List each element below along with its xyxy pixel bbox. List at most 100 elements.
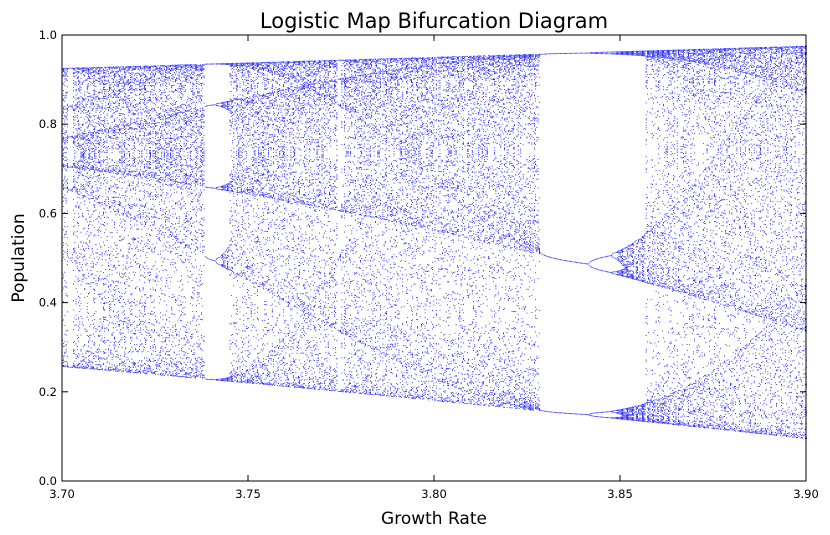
scatter-column (165, 65, 166, 375)
scatter-column (375, 58, 376, 395)
scatter-column (167, 64, 169, 377)
scatter-column (356, 59, 358, 393)
scatter-column (158, 66, 160, 371)
y-axis-label: Population (9, 213, 29, 302)
scatter-column (514, 54, 515, 408)
scatter-column (389, 58, 391, 396)
scatter-column (673, 49, 674, 425)
scatter-column (220, 63, 222, 381)
scatter-column (367, 58, 369, 395)
scatter-column (360, 59, 361, 394)
scatter-column (319, 60, 320, 390)
scatter-column (381, 58, 383, 396)
scatter-column (648, 50, 650, 423)
scatter-column (306, 60, 308, 389)
scatter-column (524, 54, 525, 410)
scatter-column (161, 65, 163, 376)
scatter-column (470, 55, 472, 405)
scatter-column (644, 50, 646, 422)
scatter-column (738, 47, 740, 432)
scatter-column (614, 51, 616, 419)
scatter-column (427, 57, 428, 400)
scatter-column (566, 52, 568, 414)
scatter-column (283, 61, 284, 387)
scatter-column (568, 52, 570, 414)
scatter-column (242, 62, 243, 383)
scatter-column (384, 59, 386, 393)
scatter-column (454, 56, 456, 403)
scatter-column (638, 50, 640, 422)
scatter-column (290, 62, 292, 384)
scatter-column (368, 58, 370, 395)
scatter-column (615, 51, 617, 420)
scatter-column (546, 53, 548, 412)
scatter-column (510, 54, 512, 409)
scatter-column (620, 51, 622, 420)
scatter-column (771, 46, 773, 435)
scatter-column (387, 58, 389, 396)
scatter-column (420, 58, 422, 397)
scatter-column (352, 59, 354, 393)
scatter-column (64, 67, 66, 368)
scatter-column (340, 59, 342, 392)
scatter-column (629, 51, 631, 421)
scatter-column (707, 48, 709, 429)
scatter-column (150, 66, 151, 372)
scatter-column (598, 51, 600, 418)
scatter-column (781, 47, 782, 435)
scatter-column (491, 55, 493, 406)
scatter-column (222, 63, 224, 382)
scatter-column (659, 50, 661, 424)
scatter-column (116, 66, 118, 372)
y-tick-label: 0.6 (39, 206, 57, 220)
scatter-column (146, 65, 148, 375)
scatter-column (622, 51, 623, 420)
scatter-column (124, 68, 125, 366)
scatter-column (555, 53, 556, 413)
scatter-column (225, 63, 227, 382)
scatter-column (716, 48, 718, 430)
scatter-column (300, 60, 302, 389)
scatter-column (517, 54, 519, 407)
scatter-column (201, 65, 202, 375)
scatter-column (649, 50, 651, 423)
scatter-column (276, 61, 278, 387)
scatter-column (178, 64, 180, 378)
scatter-column (453, 56, 455, 403)
scatter-column (520, 54, 522, 408)
scatter-column (129, 66, 130, 373)
scatter-column (440, 56, 442, 402)
scatter-column (784, 46, 786, 436)
scatter-column (172, 64, 174, 377)
scatter-column (783, 46, 785, 436)
scatter-column (391, 58, 392, 397)
scatter-column (736, 48, 738, 430)
scatter-column (726, 48, 728, 431)
scatter-column (634, 50, 636, 421)
scatter-column (331, 59, 333, 392)
scatter-column (570, 52, 571, 415)
scatter-column (479, 55, 481, 406)
scatter-column (556, 53, 558, 413)
scatter-column (798, 46, 800, 437)
scatter-column (700, 48, 702, 428)
scatter-column (388, 58, 390, 397)
scatter-column (101, 66, 103, 371)
scatter-column (372, 58, 374, 395)
scatter-column (83, 67, 84, 369)
scatter-column (252, 62, 253, 384)
scatter-column (240, 62, 242, 383)
scatter-column (332, 60, 334, 391)
scatter-column (348, 59, 350, 393)
scatter-column (610, 51, 612, 419)
scatter-column (660, 50, 662, 424)
scatter-column (78, 67, 79, 369)
scatter-column (473, 55, 474, 405)
scatter-column (418, 57, 420, 399)
scatter-column (670, 50, 672, 424)
scatter-column (500, 55, 502, 407)
scatter-column (223, 63, 225, 382)
scatter-column (533, 58, 535, 397)
scatter-column (522, 54, 524, 410)
scatter-column (661, 50, 663, 424)
